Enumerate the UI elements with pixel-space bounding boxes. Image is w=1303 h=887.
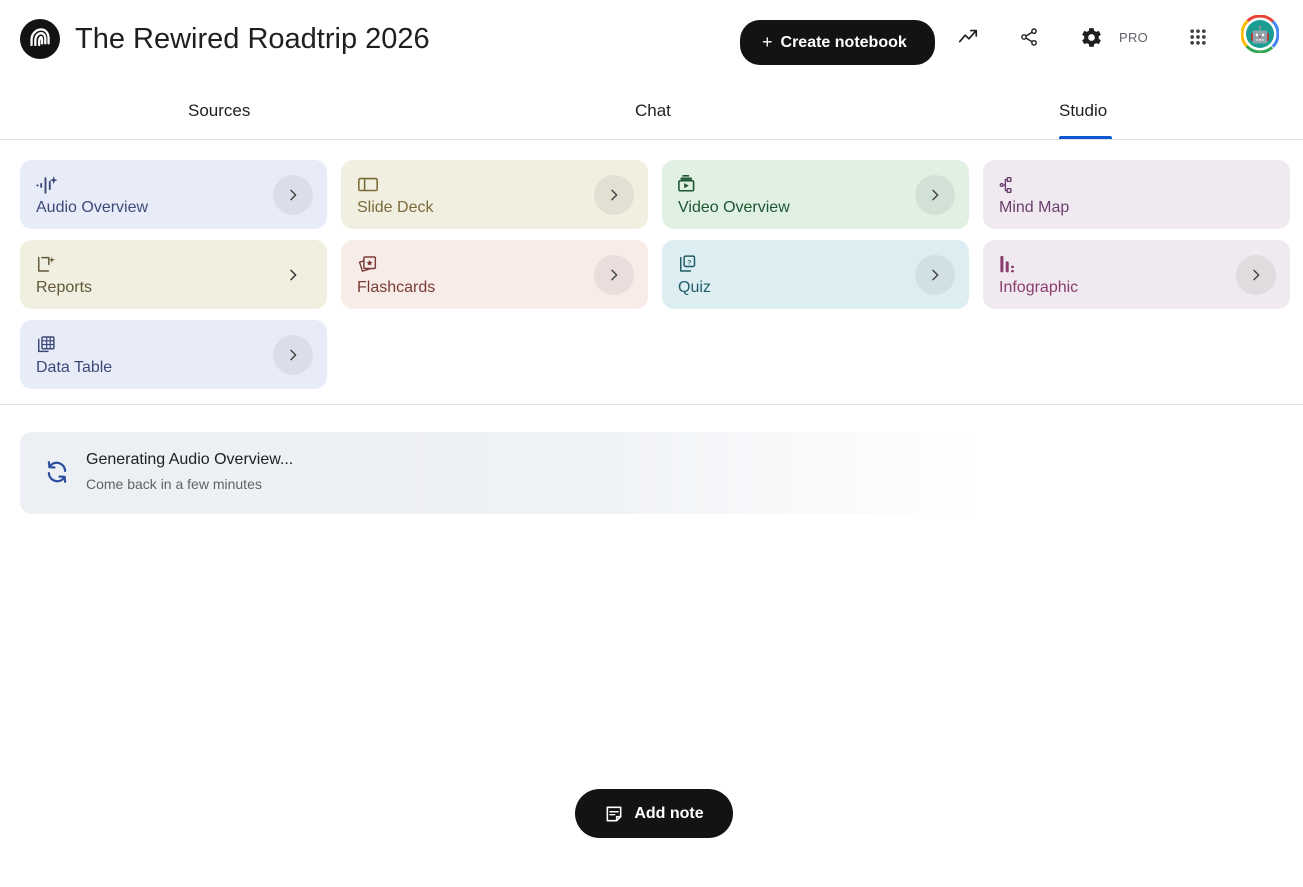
svg-text:?: ?: [687, 259, 691, 266]
svg-text:🤖: 🤖: [1250, 25, 1270, 44]
